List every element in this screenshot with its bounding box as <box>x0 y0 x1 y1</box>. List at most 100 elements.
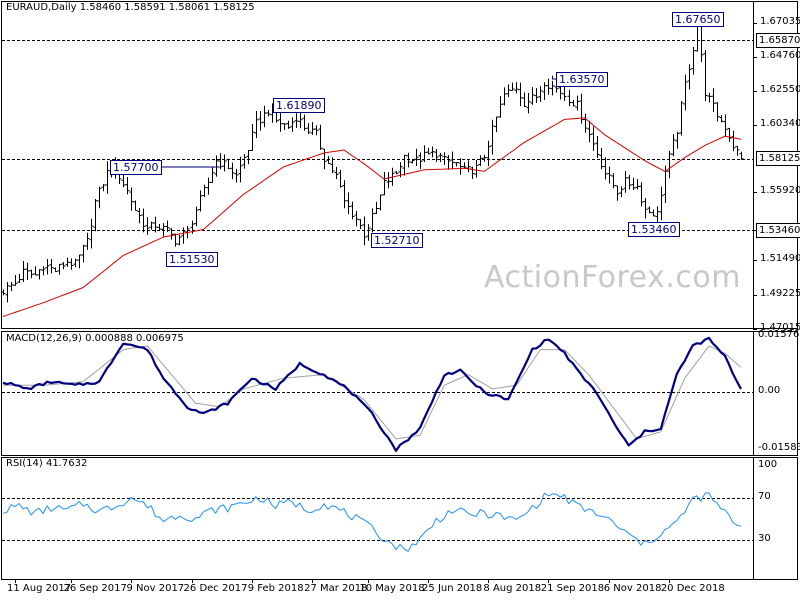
price-bar <box>206 177 211 195</box>
price-bar <box>322 148 327 170</box>
price-bar <box>33 266 38 276</box>
macd-signal-line <box>3 345 742 440</box>
price-bar <box>727 127 732 142</box>
price-bar <box>173 233 178 247</box>
price-bar <box>466 160 471 173</box>
price-bar <box>69 258 74 270</box>
price-bar <box>266 109 271 117</box>
price-bar <box>370 208 375 233</box>
price-bar <box>234 168 239 183</box>
price-bar <box>607 166 612 184</box>
price-bar <box>137 207 142 224</box>
price-bar <box>37 269 42 280</box>
price-bar <box>703 50 708 102</box>
price-bar <box>470 166 475 179</box>
price-bar <box>358 219 363 230</box>
reference-lines <box>2 13 757 583</box>
price-bar <box>318 124 323 150</box>
price-bar <box>121 173 126 188</box>
price-bar <box>715 102 720 122</box>
price-bar <box>691 47 696 75</box>
rsi-panel-frame <box>1 457 798 580</box>
price-bar <box>202 184 207 197</box>
price-bar <box>422 145 427 163</box>
annotation-label: 1.51530 <box>166 252 218 267</box>
price-bar <box>510 82 515 91</box>
price-bar <box>262 105 267 128</box>
price-bar <box>157 224 162 232</box>
macd-panel-frame <box>1 331 798 456</box>
price-bar <box>414 148 419 166</box>
annotation-label: 1.63570 <box>556 72 608 87</box>
price-bar <box>198 190 203 212</box>
price-bar <box>1 289 6 296</box>
price-bar <box>222 154 227 172</box>
moving-average-line <box>2 117 742 317</box>
price-bar <box>226 158 231 170</box>
price-bar <box>306 123 311 135</box>
price-bar <box>246 149 251 165</box>
price-bar <box>77 254 82 269</box>
price-bar <box>169 228 174 240</box>
price-bar <box>639 182 644 207</box>
price-bar <box>595 135 600 159</box>
rsi-line <box>2 492 742 552</box>
price-bar <box>238 156 243 183</box>
price-bar <box>599 147 604 170</box>
price-bar <box>210 167 215 183</box>
price-bar <box>230 162 235 180</box>
x-axis-label: 25 Jun 2018 <box>422 583 483 594</box>
price-bar <box>290 117 295 132</box>
price-bar <box>675 131 680 149</box>
rsi-panel-header: RSI(14) 41.7632 <box>6 458 88 469</box>
price-bar <box>294 113 299 128</box>
price-axis-label: 1.51490 <box>760 253 800 265</box>
price-bar <box>522 92 527 108</box>
price-bar <box>579 93 584 124</box>
price-bar <box>338 169 343 188</box>
price-bar <box>498 95 503 118</box>
price-bar <box>627 174 632 190</box>
x-axis-label: 26 Dec 2017 <box>183 583 248 594</box>
price-bar <box>446 155 451 170</box>
price-bar <box>731 130 736 152</box>
price-bar <box>194 206 199 227</box>
price-bar <box>93 198 98 232</box>
price-bar <box>29 269 34 279</box>
x-axis-label: 6 Nov 2018 <box>603 583 662 594</box>
price-bar <box>177 234 182 246</box>
price-bar <box>583 113 588 133</box>
price-bar <box>502 87 507 106</box>
price-bar <box>254 111 259 139</box>
price-bar <box>603 157 608 180</box>
price-bar <box>286 120 291 129</box>
price-axis-label: 1.49225 <box>760 287 800 299</box>
price-bar <box>490 119 495 155</box>
annotation-label: 1.61890 <box>273 98 325 113</box>
macd-axis-label: 0.00 <box>758 385 781 397</box>
price-bar <box>434 148 439 163</box>
price-bar <box>671 134 676 157</box>
rsi-axis-label: 100 <box>758 459 778 470</box>
price-bar <box>430 146 435 158</box>
price-bar <box>402 154 407 176</box>
price-bar <box>334 166 339 179</box>
annotation-label: 1.53460 <box>628 222 680 237</box>
price-bar <box>310 121 315 135</box>
price-bar <box>619 186 624 198</box>
watermark: ActionForex.com <box>484 260 741 295</box>
price-bar <box>73 258 78 268</box>
price-bar <box>450 151 455 170</box>
price-bar <box>282 123 287 130</box>
price-bar <box>145 217 150 235</box>
price-bar <box>530 87 535 105</box>
price-bar <box>426 147 431 155</box>
price-bar <box>655 206 660 223</box>
macd-panel-header: MACD(12,26,9) 0.000888 0.006975 <box>6 333 184 344</box>
price-bar <box>739 151 744 160</box>
price-bar <box>149 221 154 230</box>
price-bar <box>125 176 130 195</box>
price-bar <box>643 197 648 219</box>
price-bar <box>659 186 664 221</box>
